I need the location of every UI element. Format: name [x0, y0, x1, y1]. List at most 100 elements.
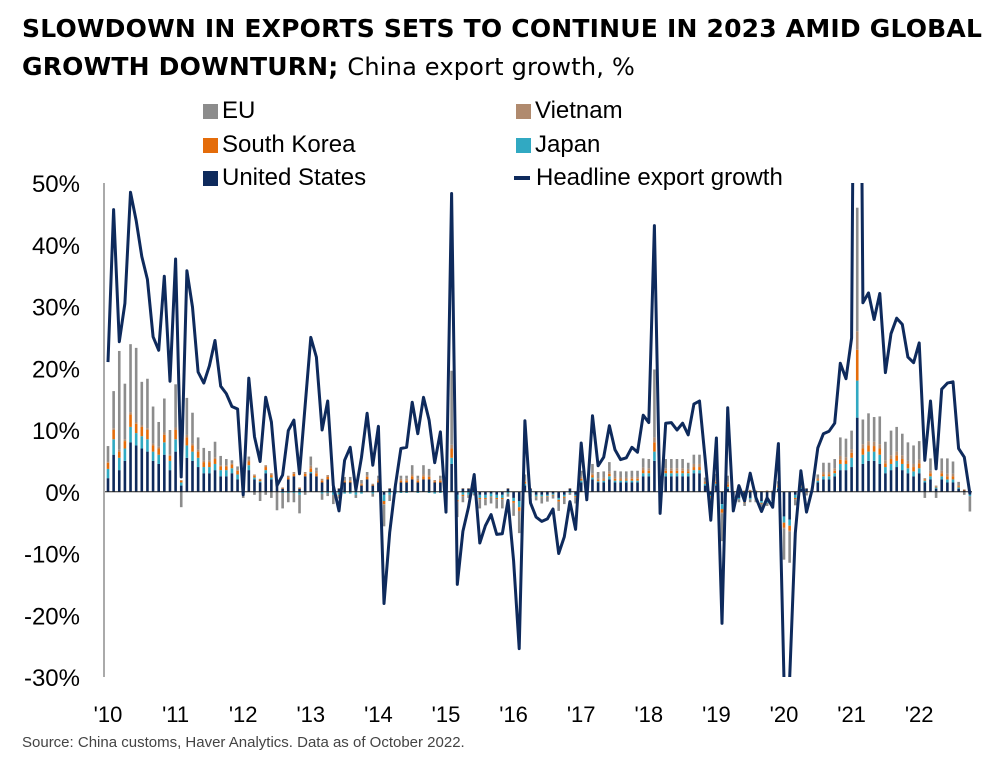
bar-segment: [461, 496, 465, 503]
bar-segment: [726, 484, 729, 487]
bar-segment: [298, 488, 301, 489]
bar-segment: [630, 470, 634, 477]
bar-segment: [399, 478, 403, 481]
bar-segment: [557, 499, 560, 502]
bar-segment: [703, 477, 707, 481]
bar-segment: [185, 457, 189, 492]
bar-segment: [793, 499, 797, 506]
bar-segment: [337, 488, 341, 492]
bar-segment: [416, 475, 420, 479]
bar-segment: [467, 491, 470, 495]
bar-segment: [123, 460, 127, 492]
bar-segment: [670, 459, 673, 469]
bar-segment: [298, 488, 301, 492]
bar-segment: [320, 480, 324, 483]
bar-segment: [326, 475, 329, 477]
y-tick-label: -30%: [24, 665, 80, 692]
bar-segment: [901, 459, 904, 464]
bar-segment: [867, 451, 870, 461]
bar-segment: [703, 480, 707, 483]
bar-segment: [574, 496, 577, 498]
bar-segment: [461, 491, 465, 495]
bar-segment: [861, 419, 865, 445]
bar-segment: [872, 441, 876, 447]
bar-segment: [512, 501, 515, 503]
bar-segment: [551, 494, 555, 496]
bar-segment: [343, 480, 346, 482]
bar-segment: [484, 494, 487, 498]
bar-segment: [185, 434, 189, 438]
bar-segment: [117, 457, 121, 471]
bar-segment: [602, 477, 606, 480]
bar-segment: [698, 473, 701, 492]
bar-segment: [940, 476, 944, 480]
x-tick-label: '17: [567, 702, 596, 727]
bar-segment: [855, 331, 859, 350]
bar-segment: [208, 473, 211, 492]
bar-segment: [839, 459, 842, 464]
bar-segment: [630, 482, 634, 492]
bar-segment: [270, 491, 273, 498]
bar-segment: [833, 470, 836, 474]
y-tick-label: -20%: [24, 603, 80, 630]
bar-segment: [867, 445, 870, 452]
bar-segment: [157, 454, 160, 464]
bar-segment: [901, 455, 904, 460]
bar-segment: [219, 465, 222, 467]
bar-segment: [151, 443, 155, 446]
bar-segment: [326, 479, 329, 492]
bar-segment: [917, 463, 921, 469]
bar-segment: [653, 437, 656, 443]
bar-segment: [630, 476, 634, 479]
bar-segment: [557, 491, 560, 498]
bar-segment: [743, 490, 746, 492]
bar-segment: [737, 497, 741, 500]
bar-segment: [929, 458, 932, 471]
bar-segment: [450, 370, 453, 445]
bar-segment: [568, 488, 572, 492]
bar-segment: [692, 454, 696, 464]
bar-segment: [523, 485, 527, 492]
bar-segment: [653, 369, 656, 438]
bar-segment: [901, 463, 904, 471]
bar-segment: [557, 497, 560, 500]
legend-item-south-korea: South Korea: [203, 131, 355, 159]
bar-segment: [760, 502, 763, 504]
bar-segment: [901, 470, 904, 492]
bar-segment: [686, 471, 690, 474]
bar-segment: [647, 468, 651, 471]
bar-segment: [168, 470, 172, 492]
bar-segment: [275, 491, 279, 511]
bar-segment: [822, 479, 825, 492]
bar-segment: [619, 477, 622, 480]
bar-segment: [782, 491, 786, 517]
bar-segment: [264, 465, 268, 468]
bar-segment: [225, 476, 228, 492]
bar-segment: [889, 459, 893, 464]
bar-segment: [151, 451, 155, 461]
bar-segment: [816, 479, 820, 481]
bar-segment: [664, 459, 667, 469]
bar-segment: [596, 480, 600, 482]
bar-segment: [478, 499, 482, 509]
bar-segment: [579, 476, 583, 479]
bar-segment: [844, 457, 848, 461]
bar-segment: [134, 347, 138, 422]
bar-segment: [298, 494, 301, 514]
bar-segment: [782, 516, 786, 523]
bar-segment: [720, 513, 724, 542]
bar-segment: [951, 461, 955, 474]
bar-segment: [196, 467, 200, 492]
bar-segment: [208, 450, 211, 461]
bar-segment: [427, 476, 431, 480]
bar-segment: [940, 470, 944, 474]
bar-segment: [123, 439, 127, 442]
bar-segment: [670, 470, 673, 474]
bar-segment: [208, 462, 211, 468]
bar-segment: [591, 475, 594, 478]
bar-segment: [495, 491, 498, 495]
bar-segment: [946, 476, 949, 480]
bar-segment: [179, 480, 183, 481]
bar-segment: [450, 457, 453, 464]
